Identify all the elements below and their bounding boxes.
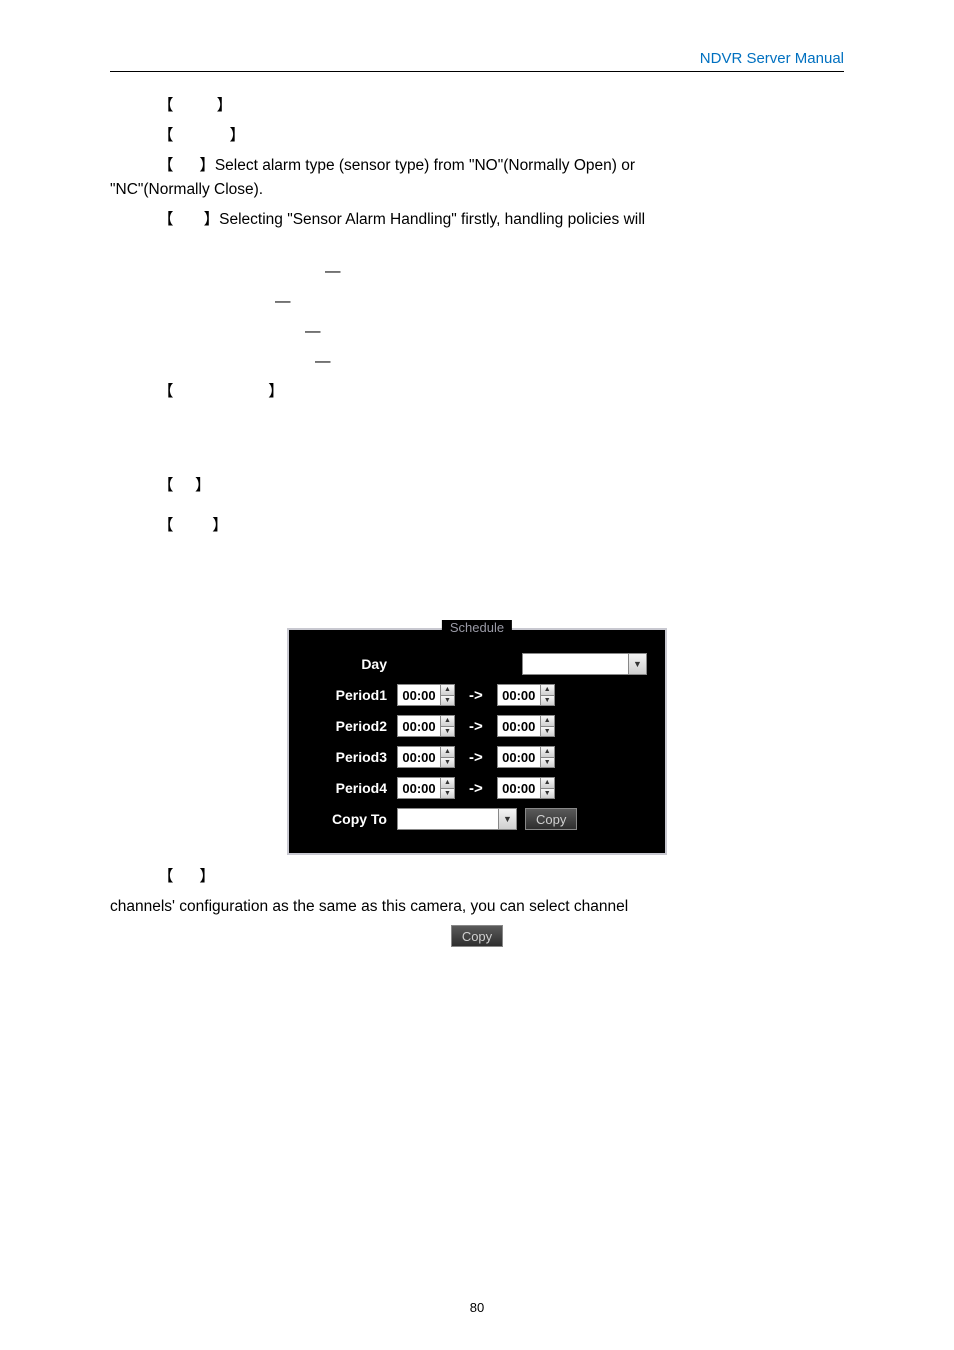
period4-to[interactable]: 00:00 ▲▼	[497, 777, 555, 799]
copyto-dropdown-field[interactable]	[397, 808, 499, 830]
dash-4: —	[110, 350, 844, 374]
copy-button[interactable]: Copy	[525, 808, 577, 830]
spinner-icon[interactable]: ▲▼	[541, 715, 555, 737]
period1-from-value[interactable]: 00:00	[397, 684, 441, 706]
period3-from[interactable]: 00:00 ▲▼	[397, 746, 455, 768]
period4-label: Period4	[307, 780, 397, 796]
header-manual-title: NDVR Server Manual	[110, 50, 844, 67]
period3-label: Period3	[307, 749, 397, 765]
schedule-period4-row: Period4 00:00 ▲▼ -> 00:00 ▲▼	[307, 777, 647, 799]
spinner-icon[interactable]: ▲▼	[541, 746, 555, 768]
dash-2: —	[110, 290, 844, 314]
text-line-6: 【 】	[110, 474, 844, 498]
text-line-4: 【 】Selecting "Sensor Alarm Handling" fir…	[110, 208, 844, 232]
period1-from[interactable]: 00:00 ▲▼	[397, 684, 455, 706]
period2-to[interactable]: 00:00 ▲▼	[497, 715, 555, 737]
spinner-icon[interactable]: ▲▼	[441, 746, 455, 768]
copyto-dropdown[interactable]: ▼	[397, 808, 517, 830]
spinner-icon[interactable]: ▲▼	[441, 684, 455, 706]
text-line-5: 【 】	[110, 380, 844, 404]
period3-to-value[interactable]: 00:00	[497, 746, 541, 768]
spinner-icon[interactable]: ▲▼	[441, 777, 455, 799]
period2-label: Period2	[307, 718, 397, 734]
arrow-icon: ->	[469, 687, 483, 704]
period3-to[interactable]: 00:00 ▲▼	[497, 746, 555, 768]
spinner-icon[interactable]: ▲▼	[541, 777, 555, 799]
period1-label: Period1	[307, 687, 397, 703]
chevron-down-icon[interactable]: ▼	[629, 653, 647, 675]
day-dropdown-field[interactable]	[522, 653, 629, 675]
header-divider	[110, 71, 844, 72]
period3-from-value[interactable]: 00:00	[397, 746, 441, 768]
day-dropdown[interactable]: ▼	[522, 653, 647, 675]
period2-to-value[interactable]: 00:00	[497, 715, 541, 737]
dash-1: —	[110, 260, 844, 284]
schedule-period2-row: Period2 00:00 ▲▼ -> 00:00 ▲▼	[307, 715, 647, 737]
schedule-panel: Schedule Day ▼ Period1 00:00 ▲▼ -> 00:00	[287, 628, 667, 855]
spinner-icon[interactable]: ▲▼	[541, 684, 555, 706]
schedule-period3-row: Period3 00:00 ▲▼ -> 00:00 ▲▼	[307, 746, 647, 768]
page-number: 80	[0, 1300, 954, 1315]
period1-to[interactable]: 00:00 ▲▼	[497, 684, 555, 706]
period2-from-value[interactable]: 00:00	[397, 715, 441, 737]
text-line-7: 【 】	[110, 514, 844, 538]
arrow-icon: ->	[469, 718, 483, 735]
period4-from[interactable]: 00:00 ▲▼	[397, 777, 455, 799]
schedule-legend: Schedule	[442, 620, 512, 635]
schedule-day-row: Day ▼	[307, 653, 647, 675]
period1-to-value[interactable]: 00:00	[497, 684, 541, 706]
period4-from-value[interactable]: 00:00	[397, 777, 441, 799]
text-line-3: 【 】Select alarm type (sensor type) from …	[110, 154, 844, 202]
dash-3: —	[110, 320, 844, 344]
period4-to-value[interactable]: 00:00	[497, 777, 541, 799]
text-line-9: channels' configuration as the same as t…	[110, 895, 844, 919]
chevron-down-icon[interactable]: ▼	[499, 808, 517, 830]
text-line-1: 【 】	[110, 94, 844, 118]
day-label: Day	[307, 656, 397, 672]
spinner-icon[interactable]: ▲▼	[441, 715, 455, 737]
period2-from[interactable]: 00:00 ▲▼	[397, 715, 455, 737]
text-line-8: 【 】	[110, 865, 844, 889]
schedule-copyto-row: Copy To ▼ Copy	[307, 808, 647, 830]
arrow-icon: ->	[469, 749, 483, 766]
copy-button-inline[interactable]: Copy	[451, 925, 503, 947]
arrow-icon: ->	[469, 780, 483, 797]
text-line-2: 【 】	[110, 124, 844, 148]
copyto-label: Copy To	[307, 811, 397, 827]
schedule-period1-row: Period1 00:00 ▲▼ -> 00:00 ▲▼	[307, 684, 647, 706]
